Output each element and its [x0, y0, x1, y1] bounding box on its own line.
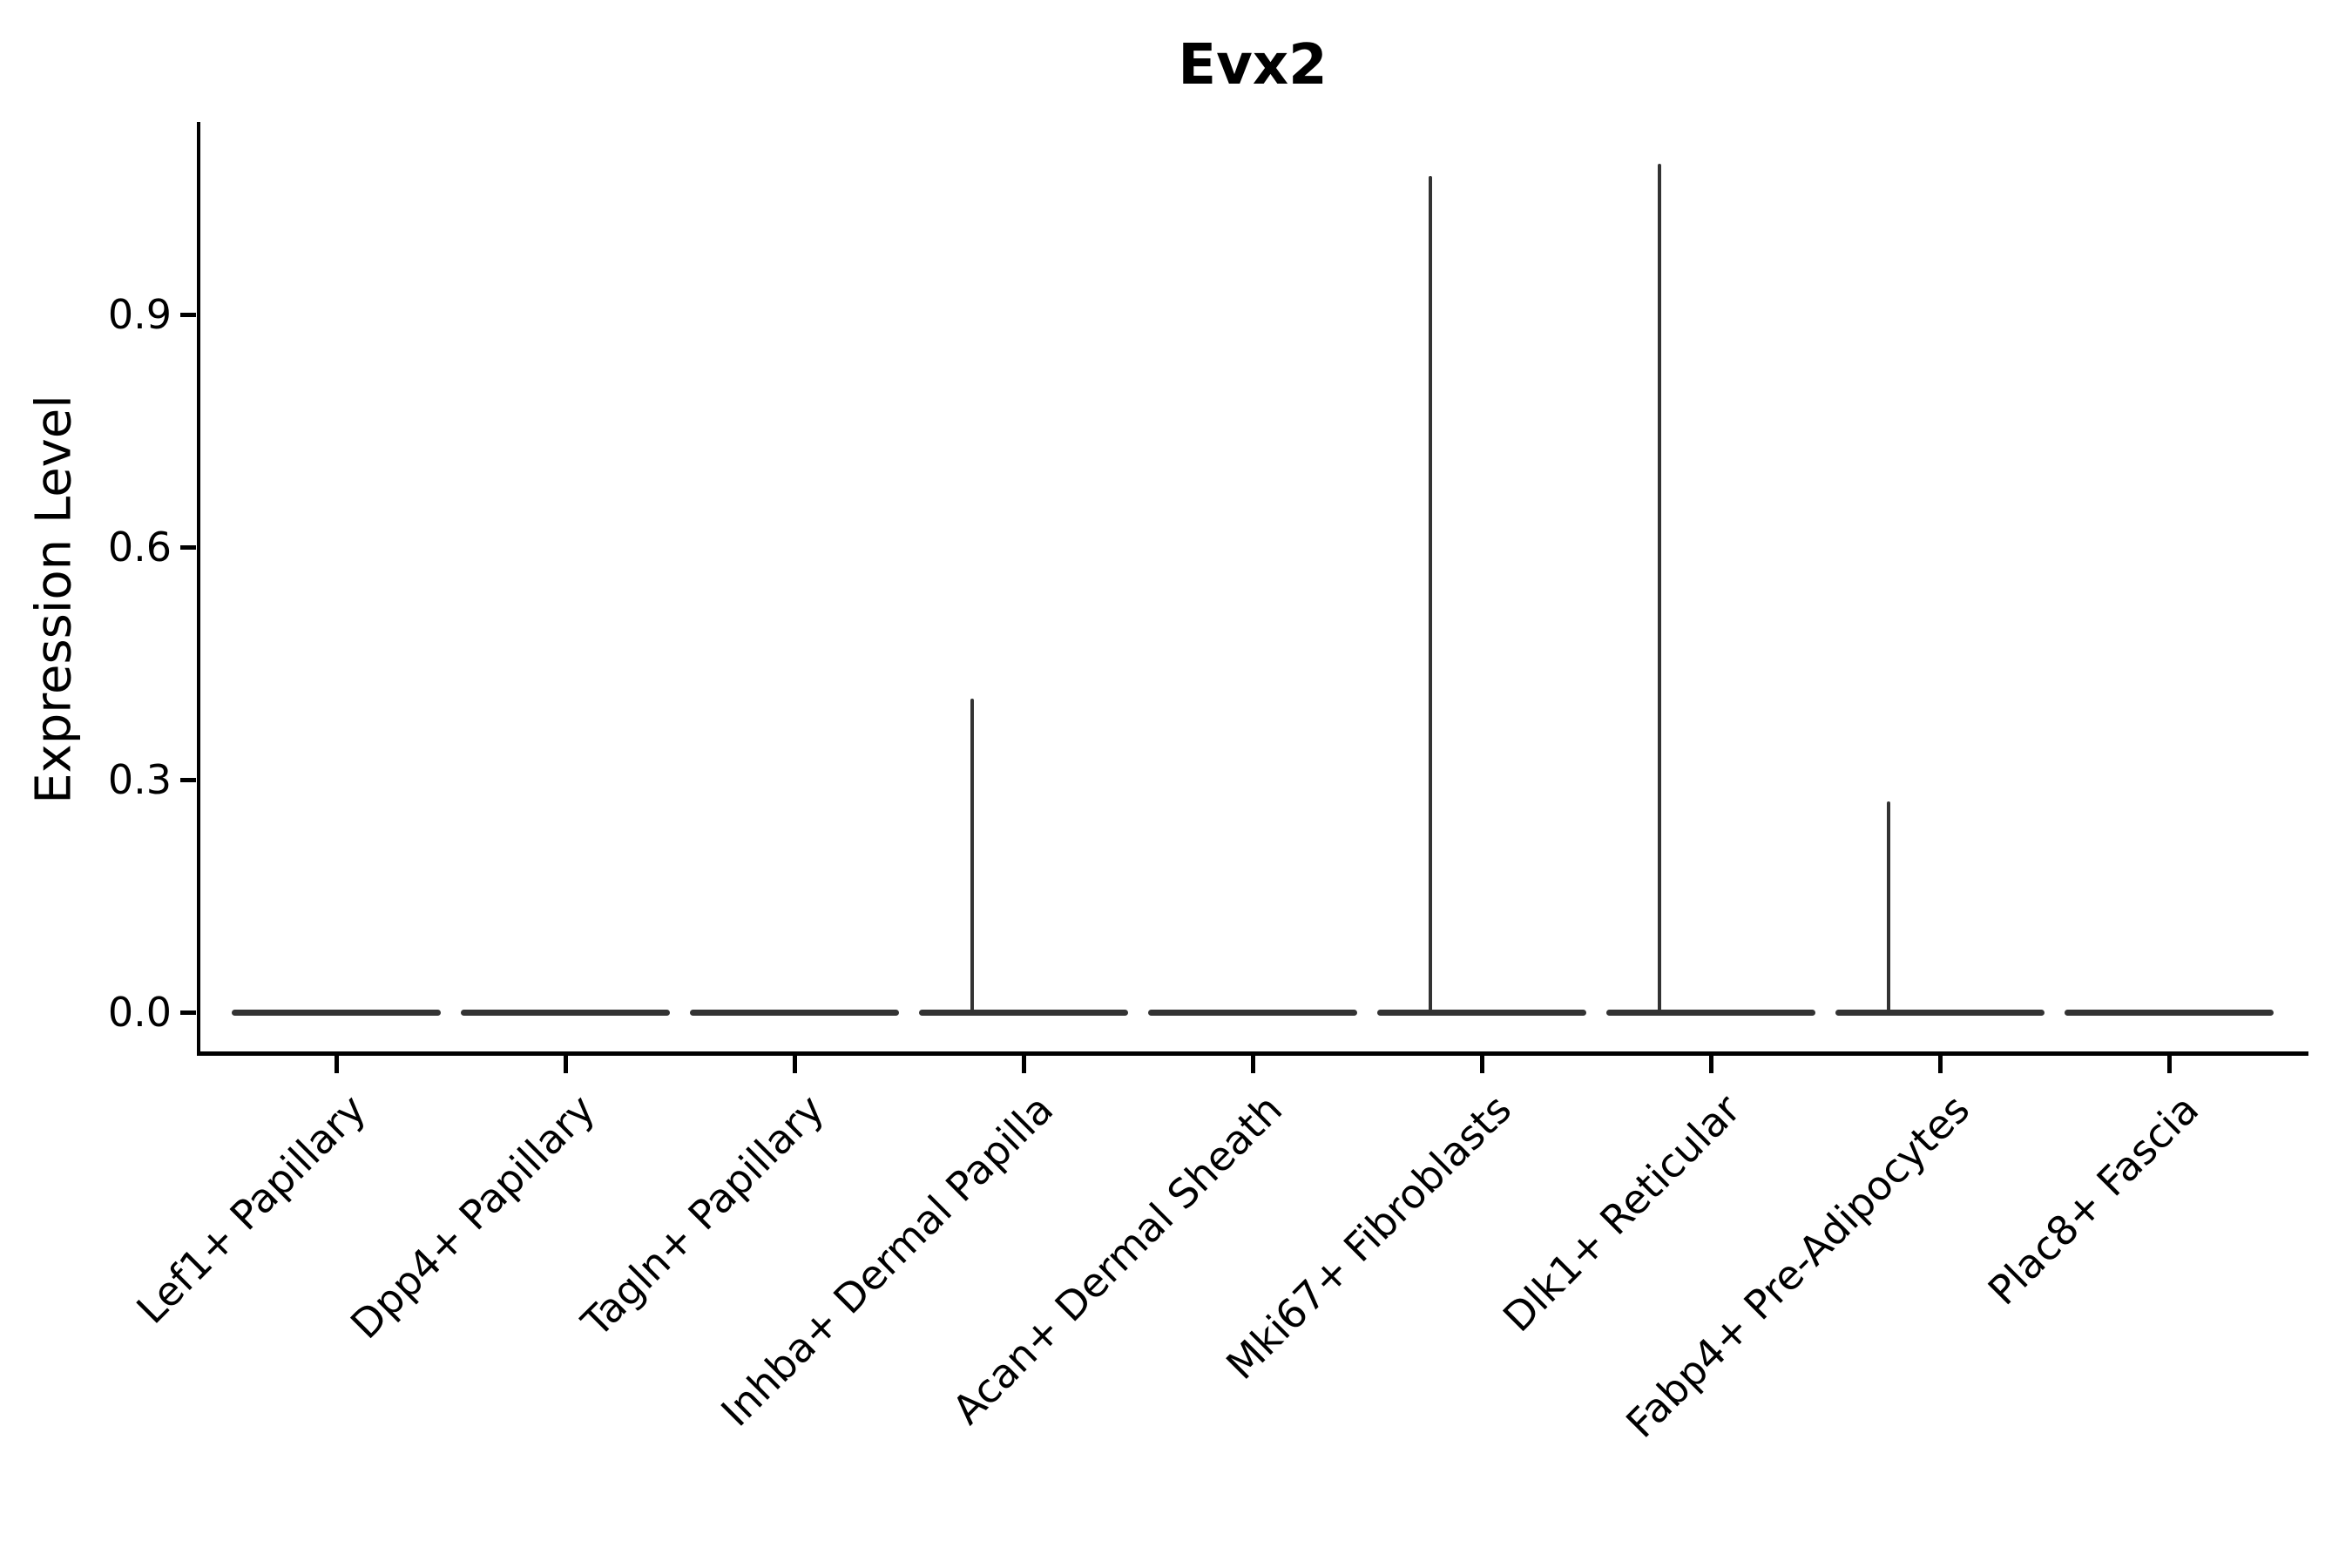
y-axis-spine — [197, 122, 200, 1056]
x-tick-label: Dlk1+ Reticular — [1493, 1085, 1750, 1342]
x-tick — [1937, 1056, 1943, 1073]
violin-body — [919, 1009, 1128, 1016]
y-tick-label: 0.0 — [107, 989, 172, 1036]
violin-body — [1606, 1009, 1815, 1016]
violin-spike — [1429, 175, 1432, 1012]
y-tick-label: 0.9 — [107, 291, 172, 338]
violin-spike — [970, 698, 974, 1012]
violin-body — [461, 1009, 670, 1016]
x-tick — [563, 1056, 568, 1073]
violin-body — [1835, 1009, 2044, 1016]
x-tick-label: Tagln+ Papillary — [572, 1085, 834, 1346]
y-tick — [180, 312, 196, 317]
x-tick-label: Plac8+ Fascia — [1978, 1085, 2208, 1315]
x-tick — [1250, 1056, 1255, 1073]
x-axis-spine — [197, 1051, 2308, 1056]
x-tick-label: Dpp4+ Papillary — [341, 1085, 605, 1348]
y-tick — [180, 1010, 196, 1015]
y-tick — [180, 544, 196, 550]
violin-body — [690, 1009, 899, 1016]
x-tick — [792, 1056, 797, 1073]
x-tick-label: Lef1+ Papillary — [127, 1085, 375, 1333]
x-tick — [1479, 1056, 1484, 1073]
y-axis-label: Expression Level — [25, 395, 83, 804]
violin-body — [2065, 1009, 2274, 1016]
violin-body — [1148, 1009, 1357, 1016]
x-tick — [334, 1056, 339, 1073]
violin-spike — [1887, 801, 1890, 1012]
violin-body — [232, 1009, 441, 1016]
violin-spike — [1658, 164, 1661, 1012]
x-tick — [2166, 1056, 2172, 1073]
y-tick-label: 0.6 — [107, 524, 172, 571]
y-tick-label: 0.3 — [107, 756, 172, 803]
y-tick — [180, 777, 196, 782]
chart-title: Evx2 — [1178, 33, 1328, 98]
violin-body — [1377, 1009, 1586, 1016]
x-tick — [1708, 1056, 1713, 1073]
x-tick — [1021, 1056, 1026, 1073]
